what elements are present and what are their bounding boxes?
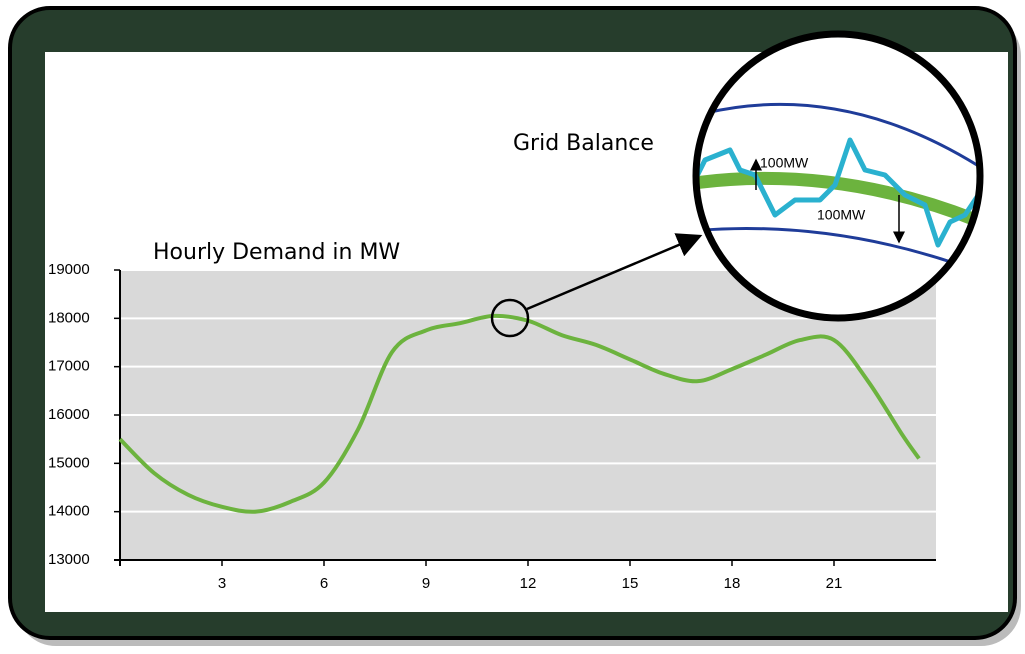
y-tick-label: 18000 (48, 309, 90, 326)
upper-band (698, 102, 978, 182)
y-tick-label: 15000 (48, 454, 90, 471)
y-tick-label: 19000 (48, 261, 90, 278)
zoom-arrow (526, 233, 703, 311)
x-tick-label: 18 (724, 575, 741, 592)
band-label: 100MW (817, 207, 866, 223)
zoom-demand (698, 171, 978, 236)
zoom-label: Grid Balance (513, 131, 654, 156)
zoom-actual (698, 137, 978, 248)
x-tick-label: 9 (422, 575, 430, 592)
x-tick-label: 15 (622, 575, 639, 592)
x-tick-label: 6 (320, 575, 328, 592)
band-label: 100MW (760, 155, 809, 171)
x-tick-label: 12 (520, 575, 537, 592)
chart-title: Hourly Demand in MW (153, 240, 400, 265)
y-tick-label: 17000 (48, 358, 90, 375)
zoom-content: 100MW 100MW (698, 102, 978, 282)
y-tick-label: 13000 (48, 551, 90, 568)
y-tick-label: 14000 (48, 503, 90, 520)
y-tick-label: 16000 (48, 406, 90, 423)
zoom-circle (692, 30, 984, 322)
x-tick-label: 3 (218, 575, 226, 592)
focus-circle (490, 298, 530, 338)
x-tick-label: 21 (826, 575, 843, 592)
